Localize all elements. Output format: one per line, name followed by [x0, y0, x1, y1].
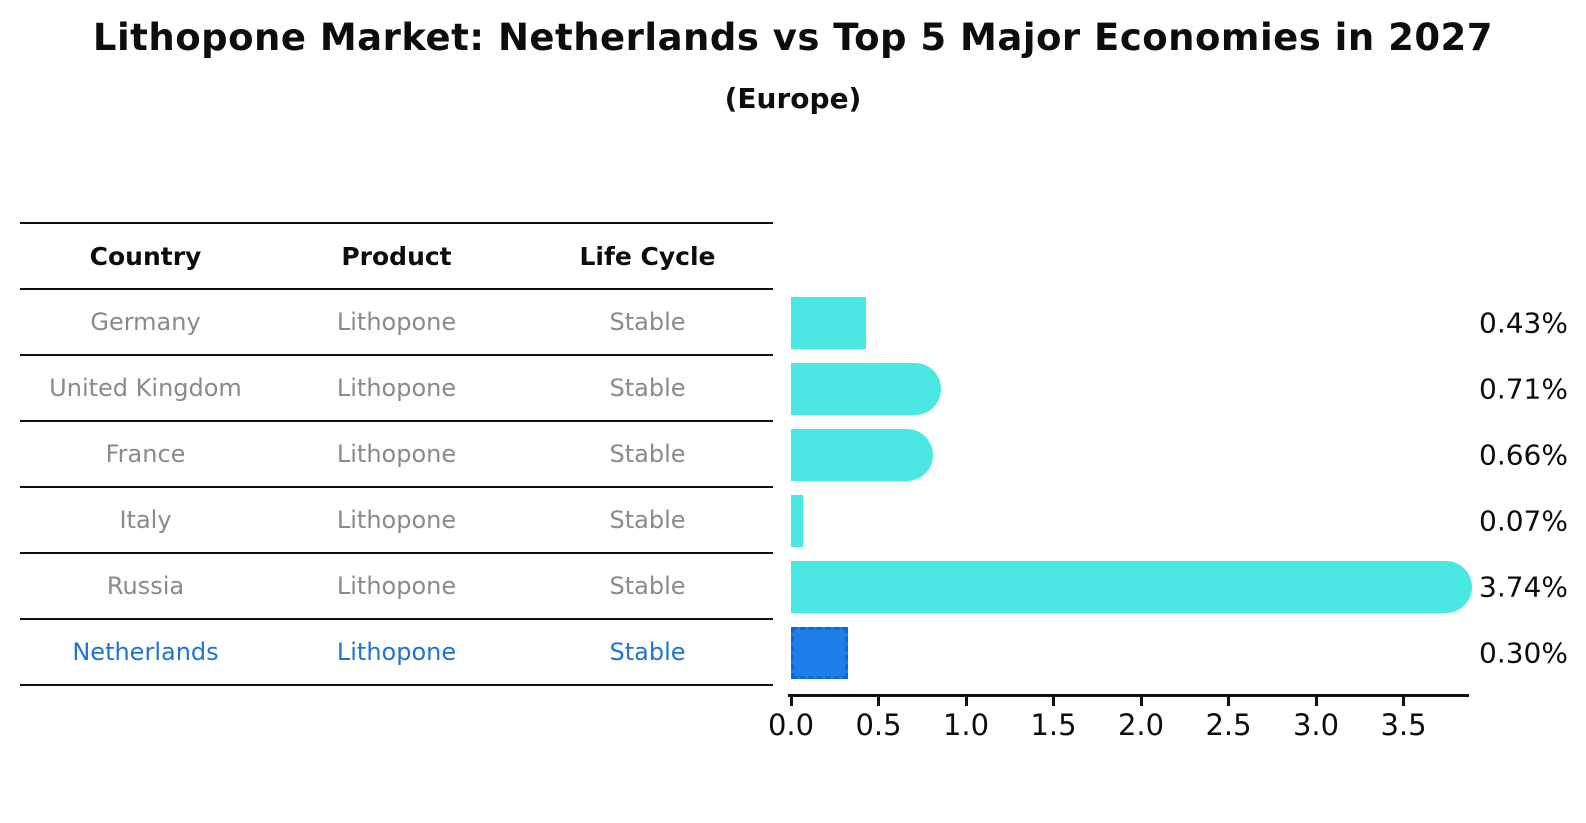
table-row: Netherlands Lithopone Stable	[20, 620, 773, 686]
table-body: Germany Lithopone Stable United Kingdom Lith…	[20, 290, 773, 686]
x-axis-tick	[1227, 694, 1230, 706]
table-cell-product: Lithopone	[336, 506, 457, 534]
value-label: 0.30%	[1479, 636, 1568, 670]
column-header-country: Country	[89, 241, 202, 271]
x-axis-tick-label: 1.0	[942, 708, 990, 742]
table-row: Italy Lithopone Stable	[20, 488, 773, 554]
x-axis-tick-label: 3.0	[1292, 708, 1340, 742]
x-axis-line	[788, 694, 1469, 697]
x-axis-tick	[877, 694, 880, 706]
bar-france	[791, 429, 933, 481]
x-axis-tick-label: 0.5	[855, 708, 902, 742]
table-cell-life-cycle: Stable	[609, 308, 686, 336]
bar-russia	[791, 561, 1472, 613]
value-label: 0.66%	[1479, 438, 1568, 472]
table-cell-country: Netherlands	[72, 638, 219, 666]
table-cell-life-cycle: Stable	[609, 638, 686, 666]
table-cell-life-cycle: Stable	[609, 374, 686, 402]
x-axis-tick	[1052, 694, 1055, 706]
x-axis-tick	[1314, 694, 1318, 706]
value-label: 3.74%	[1479, 570, 1568, 604]
x-axis-tick	[789, 694, 793, 706]
table-cell-country: France	[105, 440, 186, 468]
country-table: Country Product Life Cycle Germany Lithop…	[20, 222, 773, 686]
value-label: 0.71%	[1479, 372, 1568, 406]
table-row: Germany Lithopone Stable	[20, 290, 773, 356]
table-cell-product: Lithopone	[336, 638, 457, 666]
x-axis-tick-label: 0.0	[767, 708, 815, 742]
x-axis-tick-label: 1.5	[1030, 708, 1077, 742]
table-row: France Lithopone Stable	[20, 422, 773, 488]
table-cell-country: United Kingdom	[49, 374, 242, 402]
table-row: United Kingdom Lithopone Stable	[20, 356, 773, 422]
table-cell-product: Lithopone	[336, 374, 457, 402]
table-row: Russia Lithopone Stable	[20, 554, 773, 620]
value-label: 0.07%	[1479, 504, 1568, 538]
table-cell-life-cycle: Stable	[609, 572, 686, 600]
column-header-life-cycle: Life Cycle	[579, 241, 716, 271]
bar-united-kingdom	[791, 363, 941, 415]
x-axis-tick	[1139, 694, 1143, 706]
table-cell-country: Italy	[119, 506, 172, 534]
table-cell-country: Germany	[90, 308, 201, 336]
x-axis-tick	[964, 694, 968, 706]
x-axis-tick-label: 2.0	[1117, 708, 1165, 742]
table-cell-country: Russia	[106, 572, 185, 600]
table-cell-product: Lithopone	[336, 572, 457, 600]
table-cell-life-cycle: Stable	[609, 506, 686, 534]
column-header-product: Product	[341, 241, 452, 271]
x-axis-tick	[1402, 694, 1405, 706]
x-axis-tick-label: 2.5	[1205, 708, 1252, 742]
table-cell-product: Lithopone	[336, 440, 457, 468]
bar-germany	[791, 297, 866, 349]
chart-subtitle: (Europe)	[724, 82, 862, 115]
table-cell-product: Lithopone	[336, 308, 457, 336]
table-cell-life-cycle: Stable	[609, 440, 686, 468]
table-header-row: Country Product Life Cycle	[20, 224, 773, 290]
bar-italy	[791, 495, 803, 547]
x-axis-tick-label: 3.5	[1380, 708, 1427, 742]
value-label: 0.43%	[1479, 306, 1568, 340]
bar-netherlands	[791, 627, 848, 679]
chart-title: Lithopone Market: Netherlands vs Top 5 M…	[92, 16, 1494, 59]
